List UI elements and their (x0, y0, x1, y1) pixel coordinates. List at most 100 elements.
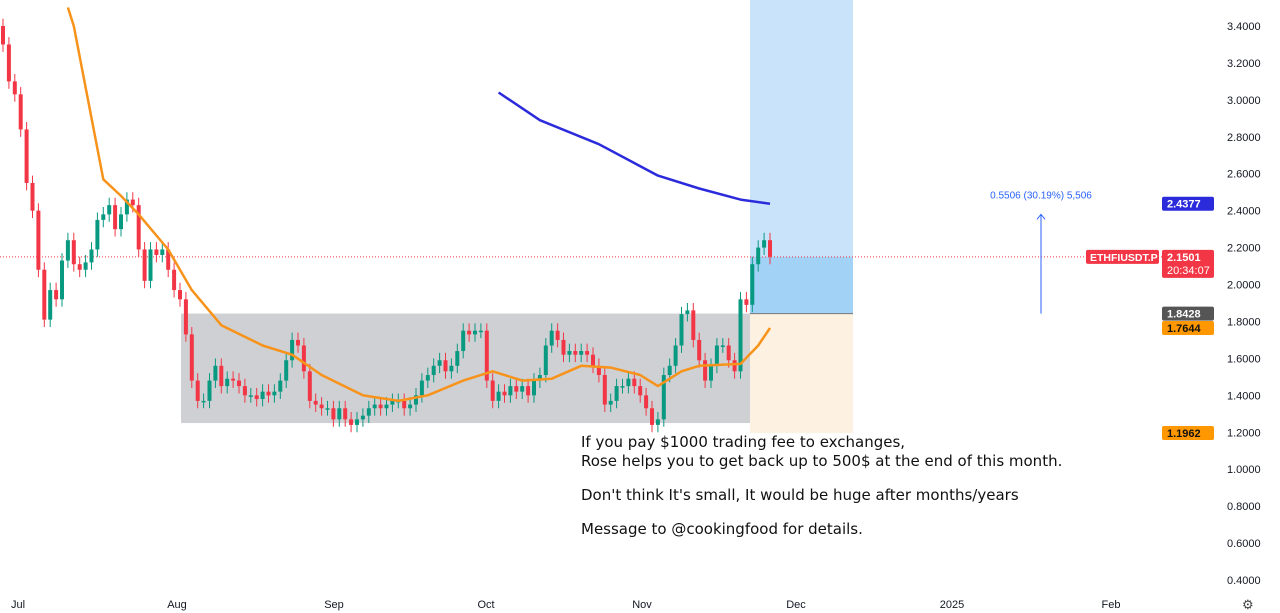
candle (266, 384, 271, 403)
candle (83, 254, 88, 278)
candle (331, 400, 336, 427)
candle-body (638, 386, 643, 396)
candle-body (650, 408, 654, 425)
candle (18, 86, 23, 137)
candle-body (744, 299, 749, 305)
candle (89, 242, 94, 270)
candle-body (502, 391, 507, 396)
candle-body (89, 249, 94, 263)
candle-body (65, 240, 70, 261)
candle (136, 197, 141, 257)
x-tick-label: Nov (632, 599, 652, 611)
candle (248, 387, 253, 403)
candle (237, 373, 241, 394)
price-tag-value: 1.1962 (1167, 428, 1201, 440)
candle-body (160, 249, 165, 255)
candle (154, 242, 159, 263)
y-tick-label: 0.8000 (1227, 501, 1261, 513)
candle (555, 323, 560, 348)
candle (419, 373, 424, 403)
candle-body (237, 380, 241, 387)
candle (284, 352, 289, 388)
candle (484, 323, 489, 388)
price-tag: 2.4377 (1162, 196, 1214, 211)
y-tick-label: 0.6000 (1227, 538, 1261, 550)
y-tick-label: 1.6000 (1227, 353, 1261, 365)
candle (355, 411, 359, 433)
candle-body (18, 94, 23, 130)
candle (626, 371, 631, 394)
candle-body (337, 408, 342, 420)
candle (714, 338, 719, 374)
candle-body (726, 345, 731, 361)
candle-body (360, 415, 365, 420)
candle (632, 371, 637, 394)
candle-body (325, 408, 330, 410)
candle (337, 400, 342, 427)
candle (12, 74, 17, 102)
candle-body (231, 378, 236, 381)
candle-body (349, 419, 354, 425)
candle-body (136, 205, 141, 250)
candle (260, 384, 265, 407)
candle-body (266, 391, 271, 396)
candle (526, 378, 531, 403)
candle-body (296, 339, 300, 346)
candle (1, 18, 5, 52)
candle (402, 393, 407, 416)
candle-body (225, 378, 230, 387)
candle-body (443, 360, 448, 372)
price-tag: 1.7644 (1162, 321, 1214, 336)
candle-body (620, 386, 625, 388)
candle-body (119, 214, 123, 230)
candle (107, 197, 112, 222)
candle (449, 358, 454, 379)
candle (655, 411, 660, 433)
price-tag-countdown: 20:34:07 (1167, 265, 1210, 277)
candle (372, 397, 377, 416)
candle-body (614, 386, 619, 401)
candle (414, 387, 418, 412)
candle-body (720, 345, 725, 347)
gear-icon[interactable]: ⚙ (1242, 597, 1254, 612)
candle-body (626, 378, 631, 387)
candle (461, 323, 466, 359)
price-tag: 1.8428 (1162, 306, 1214, 321)
candle-body (431, 365, 436, 376)
candle (585, 343, 590, 363)
candle-body (532, 380, 536, 396)
candle (95, 212, 100, 257)
candle (301, 338, 306, 379)
candle-body (461, 330, 466, 352)
promo-line-4: Message to @cookingfood for details. (581, 520, 863, 538)
candle (290, 332, 295, 368)
stop-zone (750, 313, 853, 433)
candle-body (284, 360, 289, 381)
candle (272, 384, 277, 403)
candle-body (242, 386, 247, 396)
candle (685, 303, 690, 322)
candle-body (537, 375, 542, 381)
price-tag-bg (1162, 425, 1214, 440)
x-tick-label: Feb (1102, 599, 1121, 611)
candle-body (561, 339, 566, 355)
candle (514, 378, 519, 400)
candle-body (6, 44, 11, 82)
candle (620, 378, 625, 394)
candle (431, 358, 436, 383)
candle-body (355, 419, 359, 425)
candle (543, 338, 548, 383)
candle (71, 232, 76, 272)
candle-body (437, 360, 442, 366)
candle-body (496, 391, 501, 401)
candle-body (655, 419, 660, 425)
candle (360, 408, 365, 427)
candle (148, 242, 153, 289)
candle-body (408, 404, 413, 409)
candle-body (661, 375, 666, 420)
candle-body (130, 199, 135, 206)
candle-body (768, 240, 772, 257)
moving-average-line (66, 7, 772, 403)
candle (319, 397, 324, 416)
